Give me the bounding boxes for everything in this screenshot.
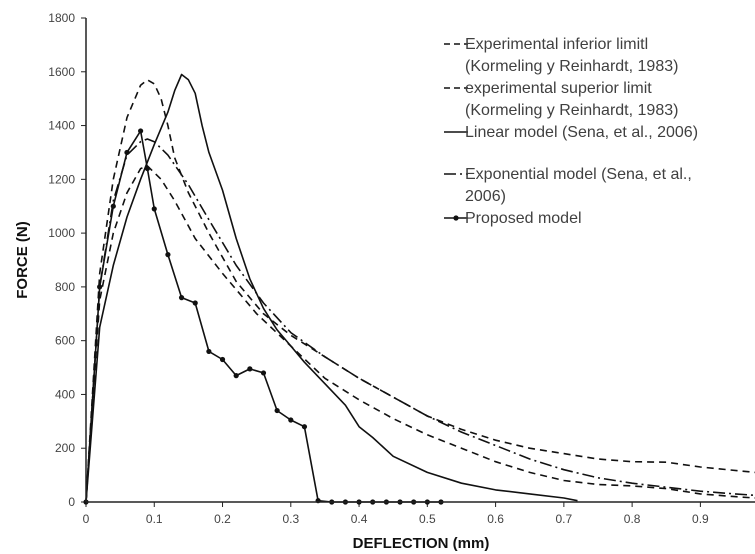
data-point [178, 295, 185, 301]
legend-label: Proposed model [465, 210, 582, 227]
y-tick-label: 200 [55, 441, 75, 455]
series-line [85, 130, 441, 503]
y-tick-label: 1400 [48, 119, 75, 133]
series-line [85, 79, 755, 503]
legend-item-2: experimental superior limit (Kormeling y … [444, 80, 678, 119]
legend-item-5: Proposed model [444, 210, 582, 227]
x-tick-label: 0 [83, 512, 90, 526]
series-5 [83, 128, 444, 505]
y-tick-label: 1600 [48, 65, 75, 79]
legend: Experimental inferior limitl (Kormeling y… [444, 36, 698, 227]
y-tick-label: 1000 [48, 226, 75, 240]
data-point [219, 356, 226, 363]
data-point [151, 206, 157, 212]
data-point [192, 300, 198, 306]
y-tick-label: 800 [55, 280, 75, 294]
legend-label: Linear model (Sena, et al., 2006) [465, 124, 698, 141]
legend-label: Experimental inferior limitl [465, 36, 648, 53]
legend-marker [453, 215, 459, 221]
series-line [85, 73, 578, 503]
legend-item-3: Linear model (Sena, et al., 2006) [444, 124, 698, 141]
data-point [165, 252, 171, 258]
data-point [288, 417, 294, 423]
data-point [110, 203, 116, 209]
data-point [233, 373, 239, 379]
y-axis-title: FORCE (N) [14, 221, 31, 299]
legend-label: Exponential model (Sena, et al., [465, 166, 692, 183]
x-tick-label: 0.1 [146, 512, 163, 526]
data-point [206, 348, 212, 355]
data-point [247, 366, 253, 372]
x-tick-label: 0.6 [487, 512, 504, 526]
x-tick-label: 0.3 [282, 512, 299, 526]
x-tick-label: 0.9 [692, 512, 709, 526]
series-line [85, 138, 755, 503]
legend-item-1: Experimental inferior limitl (Kormeling y… [444, 36, 678, 75]
data-point [260, 370, 267, 376]
legend-label: (Kormeling y Reinhardt, 1983) [465, 58, 678, 75]
x-tick-label: 0.7 [556, 512, 573, 526]
series-4 [85, 138, 755, 503]
legend-item-4: Exponential model (Sena, et al., 2006) [444, 166, 692, 205]
x-axis-title: DEFLECTION (mm) [353, 535, 490, 552]
y-tick-label: 400 [55, 387, 75, 401]
x-tick-label: 0.8 [624, 512, 641, 526]
series-3 [85, 73, 578, 503]
series-2 [85, 79, 755, 503]
y-tick-label: 600 [55, 334, 75, 348]
series-line [85, 165, 755, 503]
data-point [97, 284, 103, 290]
series-1 [85, 165, 755, 503]
x-tick-label: 0.2 [214, 512, 231, 526]
x-axis-ticks: 0 0.1 0.2 0.3 0.4 0.5 0.6 0.7 0.8 0.9 [83, 502, 709, 526]
x-tick-label: 0.4 [351, 512, 368, 526]
legend-label: experimental superior limit [465, 80, 652, 97]
y-axis-ticks: 0 200 400 600 800 1000 1200 1400 1600 1800 [48, 11, 86, 509]
y-tick-label: 0 [68, 495, 75, 509]
legend-label: 2006) [465, 188, 506, 205]
data-point [274, 407, 280, 414]
data-point [301, 424, 308, 430]
data-point [124, 149, 130, 156]
legend-label: (Kormeling y Reinhardt, 1983) [465, 102, 678, 119]
y-tick-label: 1800 [48, 11, 75, 25]
data-point [144, 165, 151, 172]
data-point [138, 128, 144, 134]
y-tick-label: 1200 [48, 172, 75, 186]
x-tick-label: 0.5 [419, 512, 436, 526]
